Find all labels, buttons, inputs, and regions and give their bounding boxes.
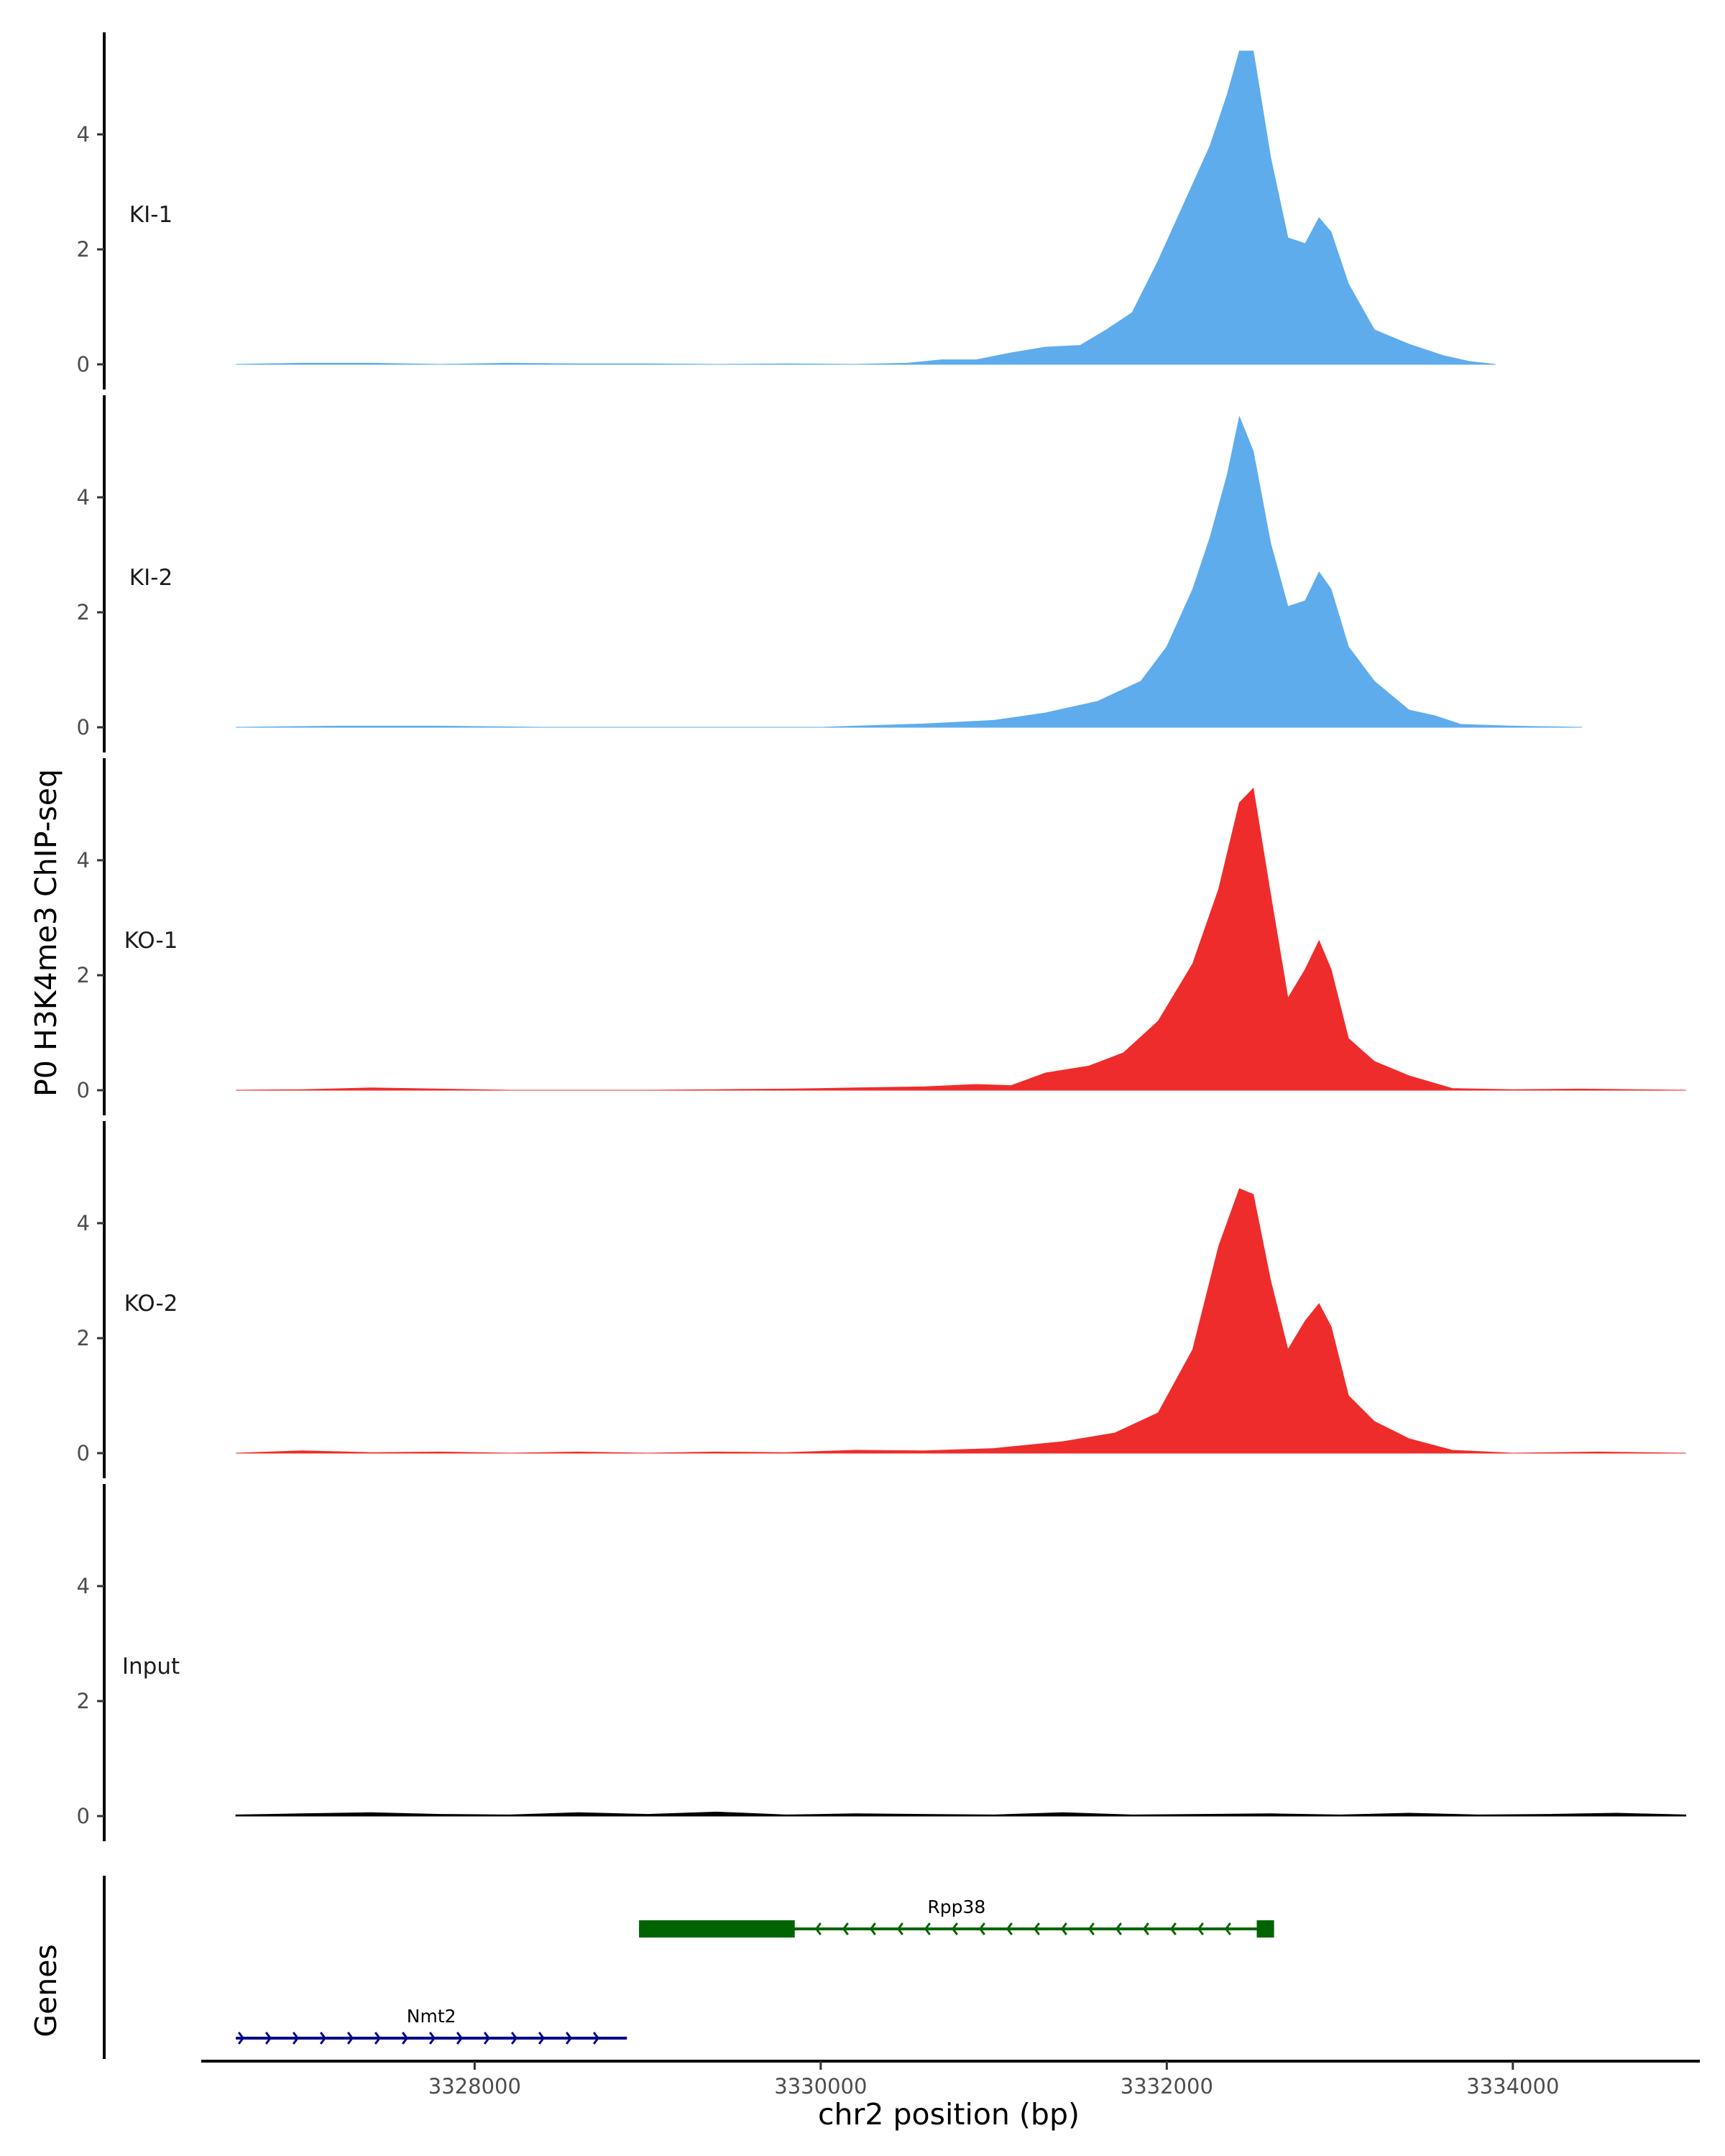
- strand-chevron: [428, 2032, 436, 2045]
- strand-chevron: [896, 1922, 903, 1935]
- y-tick-label: 0: [77, 1804, 90, 1828]
- strand-chevron: [924, 1922, 931, 1935]
- strand-chevron: [456, 2032, 464, 2045]
- y-tick-label: 4: [77, 1574, 90, 1598]
- y-tick-label: 2: [77, 1689, 90, 1713]
- strand-chevron: [483, 2032, 491, 2045]
- strand-chevron: [814, 1922, 822, 1935]
- gene-rpp38: Rpp38: [639, 1897, 1274, 1938]
- strand-chevron: [346, 2032, 354, 2045]
- gene-label: Nmt2: [407, 2006, 456, 2027]
- gene-nmt2: Nmt2: [236, 2006, 627, 2045]
- y-tick-label: 4: [77, 122, 90, 147]
- signal-area-input: [235, 1811, 1687, 1817]
- strand-chevron: [510, 2032, 518, 2045]
- strand-chevron: [292, 2032, 300, 2045]
- strand-chevron: [264, 2032, 272, 2045]
- gene-exon: [639, 1920, 795, 1938]
- track-label: KI-2: [129, 565, 172, 591]
- strand-chevron: [237, 2032, 245, 2045]
- x-tick-label: 3332000: [1121, 2074, 1213, 2099]
- y-tick-label: 0: [77, 352, 90, 377]
- y-axis-title: P0 H3K4me3 ChIP-seq: [29, 769, 63, 1097]
- x-axis: 3328000 3330000 3332000 3334000: [201, 2060, 1700, 2099]
- strand-chevron: [1033, 1922, 1040, 1935]
- x-tick-label: 3328000: [428, 2074, 521, 2099]
- track-label: KI-1: [129, 202, 172, 228]
- track-ko-1: 0 2 4 KO-1: [77, 758, 1686, 1115]
- strand-chevron: [842, 1922, 849, 1935]
- y-tick-label: 2: [77, 237, 90, 262]
- track-label: KO-1: [124, 928, 178, 954]
- track-ko-2: 0 2 4 KO-2: [77, 1121, 1686, 1478]
- y-tick-label: 0: [77, 1441, 90, 1465]
- signal-tracks: 0 2 4 KI-1 0 2 4 KI-2 0 2 4 KO-1 0 2 4 KO-2 0 2 4 Input: [77, 32, 1687, 1841]
- strand-chevron: [1087, 1922, 1095, 1935]
- y-tick-label: 2: [77, 1326, 90, 1350]
- strand-chevron: [1006, 1922, 1013, 1935]
- y-tick-label: 2: [77, 600, 90, 625]
- gene-exon: [1256, 1920, 1274, 1938]
- y-tick-label: 0: [77, 1078, 90, 1102]
- strand-chevron: [1115, 1922, 1122, 1935]
- signal-area-ki-1: [236, 50, 1496, 365]
- strand-chevron: [1224, 1922, 1231, 1935]
- strand-chevron: [1142, 1922, 1149, 1935]
- y-tick-label: 4: [77, 1211, 90, 1235]
- gene-annotation-panel: Rpp38 Nmt2: [103, 1876, 1274, 2059]
- strand-chevron: [401, 2032, 409, 2045]
- strand-chevron: [592, 2032, 600, 2045]
- strand-chevron: [951, 1922, 958, 1935]
- genes-panel-title: Genes: [29, 1944, 63, 2037]
- y-tick-label: 4: [77, 485, 90, 510]
- strand-chevron: [319, 2032, 327, 2045]
- y-tick-label: 2: [77, 963, 90, 987]
- track-label: Input: [122, 1654, 180, 1680]
- signal-area-ko-2: [236, 1188, 1686, 1454]
- strand-chevron: [538, 2032, 546, 2045]
- strand-chevron: [1060, 1922, 1067, 1935]
- strand-chevron: [1169, 1922, 1177, 1935]
- x-tick-label: 3330000: [774, 2074, 867, 2099]
- track-label: KO-2: [124, 1291, 178, 1317]
- gene-label: Rpp38: [927, 1897, 985, 1917]
- y-tick-label: 4: [77, 848, 90, 872]
- track-ki-1: 0 2 4 KI-1: [77, 32, 1496, 390]
- strand-chevron: [565, 2032, 573, 2045]
- x-axis-title: chr2 position (bp): [818, 2097, 1080, 2132]
- strand-chevron: [374, 2032, 382, 2045]
- strand-chevron: [869, 1922, 876, 1935]
- strand-chevron: [1197, 1922, 1204, 1935]
- signal-area-ko-1: [236, 787, 1686, 1091]
- x-tick-label: 3334000: [1466, 2074, 1559, 2099]
- signal-area-ki-2: [236, 415, 1583, 728]
- y-tick-label: 0: [77, 715, 90, 740]
- track-input: 0 2 4 Input: [77, 1484, 1687, 1841]
- strand-chevron: [978, 1922, 985, 1935]
- track-ki-2: 0 2 4 KI-2: [77, 395, 1583, 752]
